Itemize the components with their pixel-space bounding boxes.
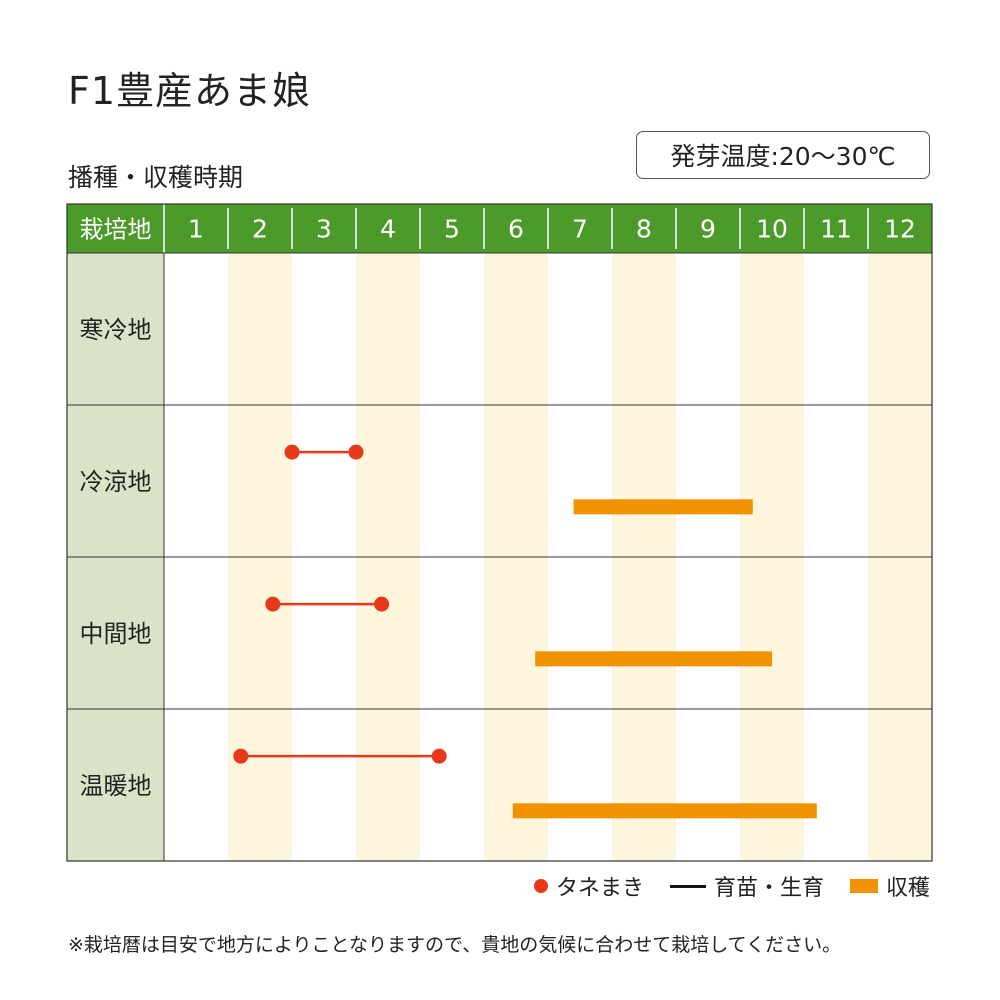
- month-label: 5: [444, 215, 460, 244]
- harvest-bar-icon: [849, 879, 878, 893]
- legend-seedling-label: 育苗・生育: [713, 876, 824, 901]
- sowing-start-dot: [233, 748, 249, 764]
- seedling-line-icon: [669, 884, 706, 888]
- month-label: 2: [252, 215, 268, 244]
- sowing-end-dot: [348, 444, 364, 460]
- region-label: 寒冷地: [80, 316, 152, 344]
- legend-harvest-label: 収穫: [885, 876, 930, 901]
- legend-sowing-label: タネまき: [555, 876, 644, 901]
- month-label: 3: [316, 215, 332, 244]
- month-label: 9: [700, 215, 716, 244]
- legend-item-seedling: 育苗・生育: [669, 870, 824, 902]
- region-label: 冷涼地: [80, 468, 152, 496]
- harvest-bar: [535, 651, 772, 667]
- month-label: 8: [636, 215, 652, 244]
- header-region-label: 栽培地: [80, 216, 152, 244]
- germination-temp-badge: 発芽温度:20～30℃: [636, 131, 930, 179]
- month-label: 10: [756, 215, 788, 244]
- sowing-dot-icon: [533, 879, 548, 893]
- chart-border: [66, 203, 933, 862]
- legend-item-harvest: 収穫: [849, 870, 930, 902]
- region-label: 温暖地: [80, 772, 152, 800]
- month-label: 12: [884, 215, 916, 244]
- month-label: 6: [508, 215, 524, 244]
- harvest-bar: [512, 803, 817, 819]
- sowing-start-dot: [265, 596, 281, 612]
- sowing-end-dot: [431, 748, 447, 764]
- month-label: 4: [380, 215, 396, 244]
- page-title: F1豊産あま娘: [68, 69, 312, 113]
- legend-item-sowing: タネまき: [533, 870, 644, 902]
- region-label: 中間地: [80, 620, 152, 648]
- month-label: 11: [820, 215, 852, 244]
- chart-subtitle: 播種・収穫時期: [68, 163, 244, 192]
- sowing-start-dot: [284, 444, 300, 460]
- legend: タネまき 育苗・生育 収穫: [508, 870, 930, 902]
- month-label: 7: [572, 215, 588, 244]
- footnote: ※栽培暦は目安で地方によりことなりますので、貴地の気候に合わせて栽培してください…: [68, 934, 842, 956]
- harvest-bar: [573, 499, 753, 515]
- germination-temp-label: 発芽温度:20～30℃: [670, 142, 896, 171]
- sowing-end-dot: [374, 596, 390, 612]
- header-band: [67, 204, 932, 253]
- month-label: 1: [188, 215, 204, 244]
